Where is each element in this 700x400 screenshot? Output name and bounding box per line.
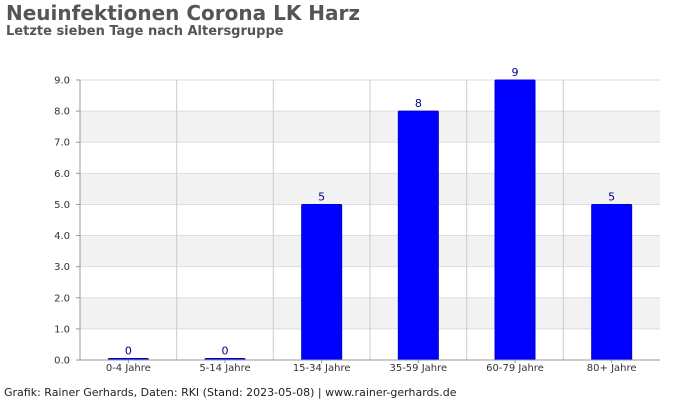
bar-35-59 Jahre [397, 110, 439, 361]
y-tick-label: 6.0 [54, 169, 70, 180]
x-tick-label: 60-79 Jahre [486, 363, 544, 374]
plot-bars [107, 79, 633, 361]
y-tick-label: 0.0 [54, 356, 70, 367]
chart-subtitle: Letzte sieben Tage nach Altersgruppe [6, 24, 284, 39]
plot-labels: 0.0 1.0 2.0 3.0 4.0 5.0 6.0 7.0 8.0 9.0 0 0-4 Jahre… [54, 66, 636, 374]
y-tick-label: 4.0 [54, 231, 70, 242]
x-tick-label: 15-34 Jahre [293, 363, 351, 374]
bar-15-34 Jahre [301, 203, 343, 361]
y-tick-label: 2.0 [54, 293, 70, 304]
y-tick-label: 5.0 [54, 200, 70, 211]
y-tick-label: 9.0 [54, 76, 70, 87]
data-label: 0 [125, 345, 132, 358]
data-label: 0 [222, 345, 229, 358]
y-tick-label: 1.0 [54, 324, 70, 335]
y-tick-label: 3.0 [54, 262, 70, 273]
y-tick-label: 7.0 [54, 138, 70, 149]
x-tick-label: 35-59 Jahre [389, 363, 447, 374]
x-tick-label: 5-14 Jahre [199, 363, 250, 374]
chart-footer: Grafik: Rainer Gerhards, Daten: RKI (Sta… [4, 386, 457, 399]
x-tick-label: 0-4 Jahre [106, 363, 151, 374]
plot-axes [76, 79, 660, 363]
plot-gridlines [80, 79, 660, 360]
bar-80+ Jahre [591, 203, 633, 361]
bar-60-79 Jahre [494, 79, 536, 361]
data-label: 8 [415, 97, 422, 110]
y-tick-label: 8.0 [54, 107, 70, 118]
data-label: 9 [512, 66, 519, 79]
chart-title: Neuinfektionen Corona LK Harz [6, 1, 361, 25]
x-tick-label: 80+ Jahre [587, 363, 637, 374]
data-label: 5 [318, 190, 325, 203]
data-label: 5 [608, 190, 615, 203]
